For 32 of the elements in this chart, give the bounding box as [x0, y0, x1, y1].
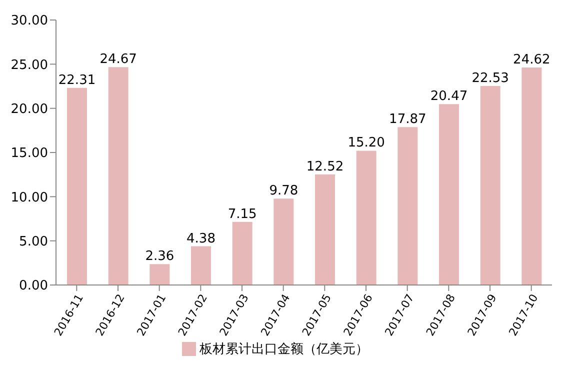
- bar: [480, 86, 500, 285]
- legend-label: 板材累计出口金额（亿美元）: [200, 342, 368, 357]
- data-label: 7.15: [228, 206, 257, 222]
- data-label: 12.52: [306, 159, 344, 174]
- data-label: 20.47: [430, 89, 468, 104]
- data-label: 24.67: [100, 52, 137, 68]
- y-tick-label: 25.00: [10, 58, 48, 73]
- data-label: 2.36: [145, 249, 174, 264]
- y-tick-label: 5.00: [19, 234, 48, 250]
- bar: [108, 67, 128, 285]
- bar: [315, 174, 335, 285]
- bar: [398, 127, 418, 285]
- y-tick-label: 0.00: [19, 278, 48, 294]
- data-label: 4.38: [186, 231, 216, 246]
- bar: [356, 150, 376, 285]
- bar: [150, 264, 170, 285]
- data-label: 15.20: [348, 136, 385, 151]
- bar: [522, 68, 542, 285]
- y-tick-label: 30.00: [10, 14, 48, 29]
- bar: [274, 198, 294, 285]
- y-tick-label: 15.00: [10, 146, 48, 162]
- bar: [191, 246, 211, 285]
- data-label: 22.53: [472, 70, 509, 86]
- data-label: 17.87: [389, 112, 426, 128]
- data-label: 9.78: [269, 184, 298, 199]
- data-label: 24.62: [513, 52, 550, 68]
- bar: [232, 222, 252, 285]
- data-label: 22.31: [58, 72, 96, 88]
- bar: [67, 88, 87, 285]
- bar: [439, 104, 459, 285]
- y-tick-label: 10.00: [10, 190, 48, 206]
- y-tick-label: 20.00: [10, 102, 48, 117]
